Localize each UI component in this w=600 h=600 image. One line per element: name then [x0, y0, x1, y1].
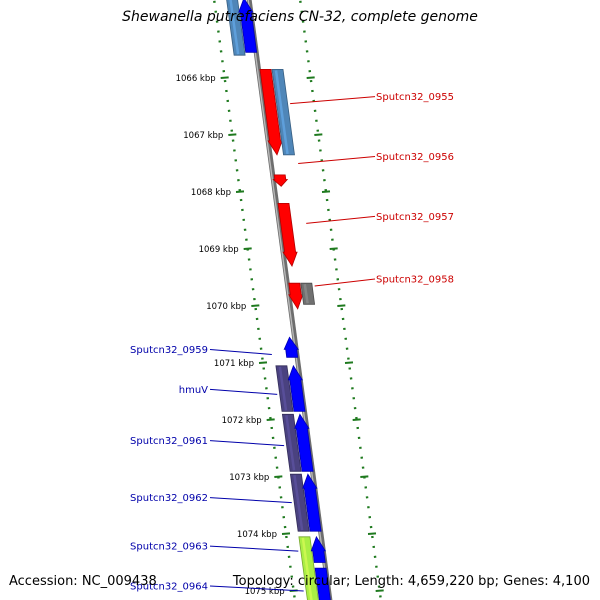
- cds-feature-highlight: [307, 488, 316, 531]
- kbp-tick-right: [344, 361, 354, 364]
- kbp-tick-right: [360, 475, 369, 478]
- kbp-tick-right: [314, 133, 323, 136]
- gene-leader-line: [209, 585, 304, 592]
- kbp-tick-left: [251, 304, 260, 307]
- cds-feature-highlight: [285, 415, 296, 471]
- cds-feature: [302, 473, 322, 532]
- kbp-tick-label: 1074 kbp: [237, 530, 277, 540]
- cds-feature-highlight: [293, 474, 304, 531]
- kbp-tick-right: [306, 76, 315, 79]
- kbp-tick-left: [258, 361, 268, 364]
- genome-summary: Topology: circular; Length: 4,659,220 bp…: [232, 574, 590, 589]
- kbp-tick-label: 1069 kbp: [199, 245, 239, 255]
- accession-label: Accession: NC_009438: [9, 574, 157, 589]
- cds-feature: [310, 535, 327, 563]
- gene-label: Sputcn32_0961: [130, 436, 208, 447]
- gene-leader-line: [290, 96, 376, 105]
- gene-label: Sputcn32_0962: [130, 493, 208, 504]
- gene-leader-line: [209, 388, 278, 395]
- gene-label: Sputcn32_0959: [130, 345, 208, 356]
- gene-label: Sputcn32_0956: [376, 152, 454, 163]
- cds-feature: [294, 413, 314, 472]
- gene-leader-line: [209, 545, 299, 552]
- kbp-tick-label: 1070 kbp: [206, 302, 246, 312]
- kbp-tick-label: 1073 kbp: [229, 473, 269, 483]
- cds-feature: [283, 336, 299, 358]
- kbp-tick-label: 1066 kbp: [176, 74, 216, 84]
- kbp-tick-left: [243, 247, 252, 250]
- cds-feature-highlight: [280, 204, 290, 252]
- gene-label: Sputcn32_0957: [376, 212, 454, 223]
- kbp-tick-left: [228, 133, 237, 136]
- kbp-tick-left: [281, 532, 291, 535]
- genome-backbone: [246, 0, 333, 600]
- cds-feature-highlight: [276, 175, 281, 179]
- cds-feature-highlight: [301, 537, 313, 600]
- map-title: Shewanella putrefaciens CN-32, complete …: [122, 9, 478, 25]
- gene-leader-line: [314, 278, 376, 287]
- kbp-tick-label: 1068 kbp: [191, 188, 231, 198]
- gene-label: hmuV: [179, 385, 208, 396]
- cds-feature-highlight: [303, 284, 309, 304]
- gene-leader-line: [298, 156, 376, 164]
- cds-feature-highlight: [274, 70, 289, 155]
- cds-feature-highlight: [243, 13, 251, 52]
- cds-feature-highlight: [262, 70, 275, 141]
- cds-feature-highlight: [278, 366, 288, 411]
- cds-feature-highlight: [288, 350, 292, 357]
- kbp-tick-right: [329, 247, 338, 250]
- kbp-tick-label: 1075 kbp: [245, 587, 285, 597]
- cds-feature-highlight: [315, 551, 320, 562]
- gene-leader-line: [209, 348, 272, 355]
- gene-label: Sputcn32_0964: [130, 582, 208, 593]
- cds-feature: [238, 0, 258, 53]
- cds-feature-highlight: [299, 429, 308, 471]
- cds-feature: [288, 282, 304, 310]
- kbp-tick-right: [321, 190, 331, 193]
- cds-feature: [272, 174, 289, 187]
- gene-label: Sputcn32_0958: [376, 275, 454, 286]
- kbp-tick-left: [235, 190, 245, 193]
- cds-feature: [259, 69, 283, 156]
- kbp-tick-left: [220, 76, 229, 79]
- gene-leader-line: [209, 497, 292, 504]
- cds-feature: [287, 364, 306, 412]
- kbp-tick-right: [375, 589, 384, 592]
- cds-feature-highlight: [291, 283, 296, 295]
- kbp-tick-right: [337, 304, 346, 307]
- kbp-tick-right: [352, 418, 361, 421]
- kbp-tick-right: [367, 532, 377, 535]
- gene-leader-line: [209, 440, 285, 447]
- gene-leader-line: [306, 215, 376, 224]
- gene-label: Sputcn32_0955: [376, 92, 454, 103]
- kbp-tick-left: [266, 418, 275, 421]
- kbp-tick-label: 1072 kbp: [222, 416, 262, 426]
- cds-feature-highlight: [292, 380, 300, 411]
- kbp-tick-label: 1071 kbp: [214, 359, 254, 369]
- kbp-tick-label: 1067 kbp: [183, 131, 223, 141]
- kbp-tick-left: [274, 475, 283, 478]
- gene-label: Sputcn32_0963: [130, 542, 208, 553]
- cds-feature-highlight: [229, 0, 240, 55]
- cds-feature-highlight: [317, 569, 325, 600]
